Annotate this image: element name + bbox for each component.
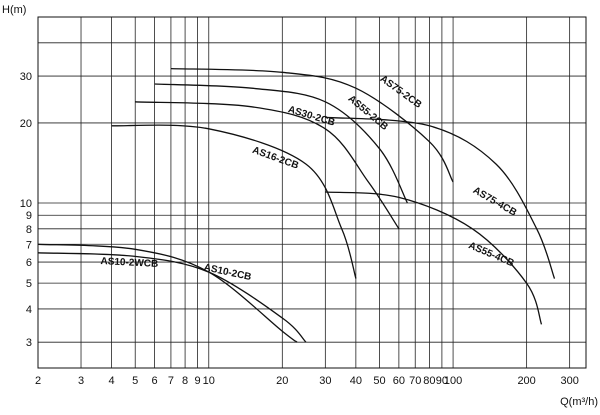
curve-as75-2cb	[170, 67, 454, 183]
y-axis-title: H(m)	[2, 4, 26, 16]
x-tick-label: 40	[350, 375, 362, 387]
pump-curves	[37, 67, 556, 343]
x-tick-label: 60	[393, 375, 405, 387]
y-tick-label: 4	[26, 304, 32, 316]
y-tick-label: 3	[26, 337, 32, 349]
x-tick-label: 8	[182, 375, 188, 387]
curve-labels: AS75-2CBAS55-2CBAS30-2CBAS16-2CBAS75-4CB…	[100, 74, 518, 284]
x-tick-label: 6	[152, 375, 158, 387]
y-tick-label: 10	[20, 198, 32, 210]
curve-label: AS55-2CB	[346, 93, 390, 133]
x-tick-label: 90	[436, 375, 448, 387]
curve-label: AS10-2WCB	[100, 256, 158, 270]
y-tick-label: 5	[26, 278, 32, 290]
curve-as10-2wcb	[37, 243, 298, 343]
x-tick-label: 20	[276, 375, 288, 387]
x-tick-label: 70	[409, 375, 421, 387]
grid-lines	[37, 16, 586, 368]
plot-frame	[37, 16, 587, 369]
x-tick-label: 2	[35, 375, 41, 387]
x-axis-title: Q(m³/h)	[560, 396, 598, 408]
x-tick-label: 80	[423, 375, 435, 387]
y-tick-label: 9	[26, 210, 32, 222]
curve-as16-2cb	[111, 124, 357, 279]
x-tick-label: 5	[132, 375, 138, 387]
x-tick-label: 50	[373, 375, 385, 387]
y-tick-label: 20	[20, 118, 32, 130]
curve-as55-4cb	[325, 191, 543, 325]
x-tick-label: 30	[319, 375, 331, 387]
curve-as75-4cb	[325, 116, 556, 279]
curve-as30-2cb	[135, 101, 400, 230]
x-tick-label: 100	[444, 375, 462, 387]
curve-label: AS75-4CB	[471, 185, 518, 219]
x-tick-label: 10	[203, 375, 215, 387]
curve-as10-2cb	[37, 252, 307, 343]
x-tick-label: 4	[108, 375, 114, 387]
x-tick-label: 9	[195, 375, 201, 387]
y-tick-label: 6	[26, 257, 32, 269]
x-tick-label: 7	[168, 375, 174, 387]
curve-label: AS16-2CB	[251, 145, 300, 172]
x-tick-label: 300	[560, 375, 578, 387]
y-tick-label: 30	[20, 71, 32, 83]
y-tick-label: 7	[26, 239, 32, 251]
curve-as55-2cb	[154, 83, 408, 204]
x-tick-label: 3	[78, 375, 84, 387]
y-tick-label: 8	[26, 224, 32, 236]
y-axis-ticks: 3 4 5 6 7 8 910 20 30	[20, 71, 32, 349]
curve-label: AS30-2CB	[287, 104, 336, 128]
x-tick-label: 200	[517, 375, 535, 387]
curve-label: AS10-2CB	[203, 262, 253, 283]
